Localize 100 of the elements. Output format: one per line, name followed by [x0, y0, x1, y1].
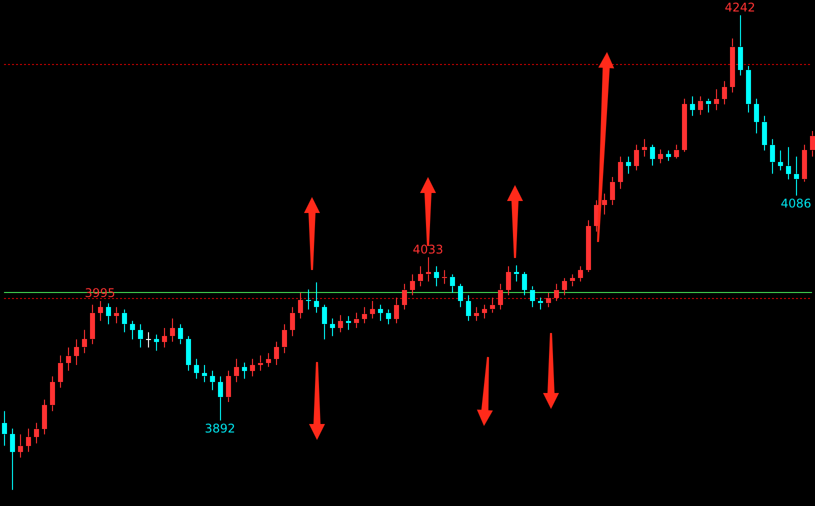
candlestick	[10, 428, 15, 490]
candlestick	[282, 324, 287, 354]
candlestick	[722, 80, 727, 105]
candlestick	[706, 98, 711, 113]
candlestick	[274, 341, 279, 366]
candlestick	[34, 422, 39, 444]
candlestick	[66, 346, 71, 372]
candlestick	[362, 306, 367, 324]
candlestick	[18, 434, 23, 458]
candlestick	[330, 318, 335, 337]
candlestick	[450, 274, 455, 294]
candlestick	[498, 283, 503, 310]
candlestick	[626, 156, 631, 174]
candlestick	[114, 306, 119, 324]
candlestick	[666, 150, 671, 162]
candlestick	[642, 138, 647, 158]
candlestick	[138, 324, 143, 348]
candlestick	[178, 324, 183, 345]
candlestick	[162, 328, 167, 348]
candlestick	[370, 300, 375, 320]
candlestick	[778, 150, 783, 171]
candlestick	[442, 270, 447, 284]
candlestick	[538, 297, 543, 310]
candlestick	[202, 364, 207, 383]
candlestick	[82, 329, 87, 354]
candlestick	[338, 314, 343, 333]
candlestick	[554, 283, 559, 302]
candlestick	[602, 193, 607, 216]
candlestick	[354, 312, 359, 328]
candlestick	[154, 334, 159, 352]
candlestick	[346, 316, 351, 330]
candlestick	[386, 308, 391, 325]
candlestick	[650, 144, 655, 166]
candlestick	[90, 304, 95, 345]
candlestick	[810, 130, 815, 158]
candlestick	[234, 358, 239, 383]
candlestick	[682, 98, 687, 152]
annotation: 4242	[724, 0, 756, 14]
candlestick	[418, 266, 423, 287]
candlestick	[218, 376, 223, 422]
candlestick	[746, 65, 751, 113]
candlestick	[458, 283, 463, 308]
candlestick	[2, 410, 7, 446]
candlestick	[658, 149, 663, 164]
candlestick	[290, 306, 295, 337]
candlestick	[490, 297, 495, 314]
candlestick	[42, 399, 47, 435]
candlestick	[546, 292, 551, 308]
candlestick	[738, 14, 743, 76]
candlestick	[106, 302, 111, 325]
candlestick	[26, 428, 31, 452]
candlestick	[50, 376, 55, 412]
candlestick	[122, 308, 127, 333]
candlestick	[786, 146, 791, 180]
candlestick	[586, 220, 591, 272]
annotation: 4086	[780, 196, 812, 211]
candlestick	[98, 300, 103, 322]
candlestick	[250, 358, 255, 377]
candlestick	[194, 358, 199, 380]
candlestick	[802, 144, 807, 182]
candlestick	[514, 264, 519, 282]
candlestick	[410, 274, 415, 296]
candlestick	[402, 283, 407, 310]
candlestick	[322, 304, 327, 340]
candlestick	[210, 370, 215, 391]
candlestick	[690, 96, 695, 116]
candlestick	[426, 256, 431, 282]
candlestick	[506, 266, 511, 296]
annotation: 3892	[204, 422, 236, 436]
candlestick	[74, 338, 79, 366]
candlestick	[794, 156, 799, 196]
candlestick	[530, 286, 535, 308]
candlestick	[226, 370, 231, 403]
candlestick	[258, 355, 263, 372]
candlestick	[618, 156, 623, 190]
candlestick	[266, 352, 271, 368]
candlestick	[466, 294, 471, 322]
candlestick	[698, 96, 703, 116]
candlestick	[314, 282, 319, 314]
candlestick	[634, 144, 639, 171]
candlestick	[730, 38, 735, 94]
candlestick	[434, 266, 439, 287]
candlestick	[570, 274, 575, 287]
candlestick	[58, 355, 63, 388]
annotation: 4033	[412, 242, 444, 256]
candlestick	[610, 176, 615, 206]
candlestick	[130, 320, 135, 340]
candlestick	[770, 138, 775, 174]
candlestick	[578, 266, 583, 282]
candlestick	[474, 306, 479, 322]
candlestick	[242, 362, 247, 380]
candlestick	[298, 292, 303, 320]
candlestick	[754, 98, 759, 134]
candlestick	[562, 278, 567, 296]
candlestick	[482, 304, 487, 320]
candlestick	[714, 88, 719, 111]
candlestick	[306, 289, 311, 310]
candlestick	[170, 318, 175, 342]
candlestick	[186, 336, 191, 372]
candlestick	[378, 304, 383, 322]
